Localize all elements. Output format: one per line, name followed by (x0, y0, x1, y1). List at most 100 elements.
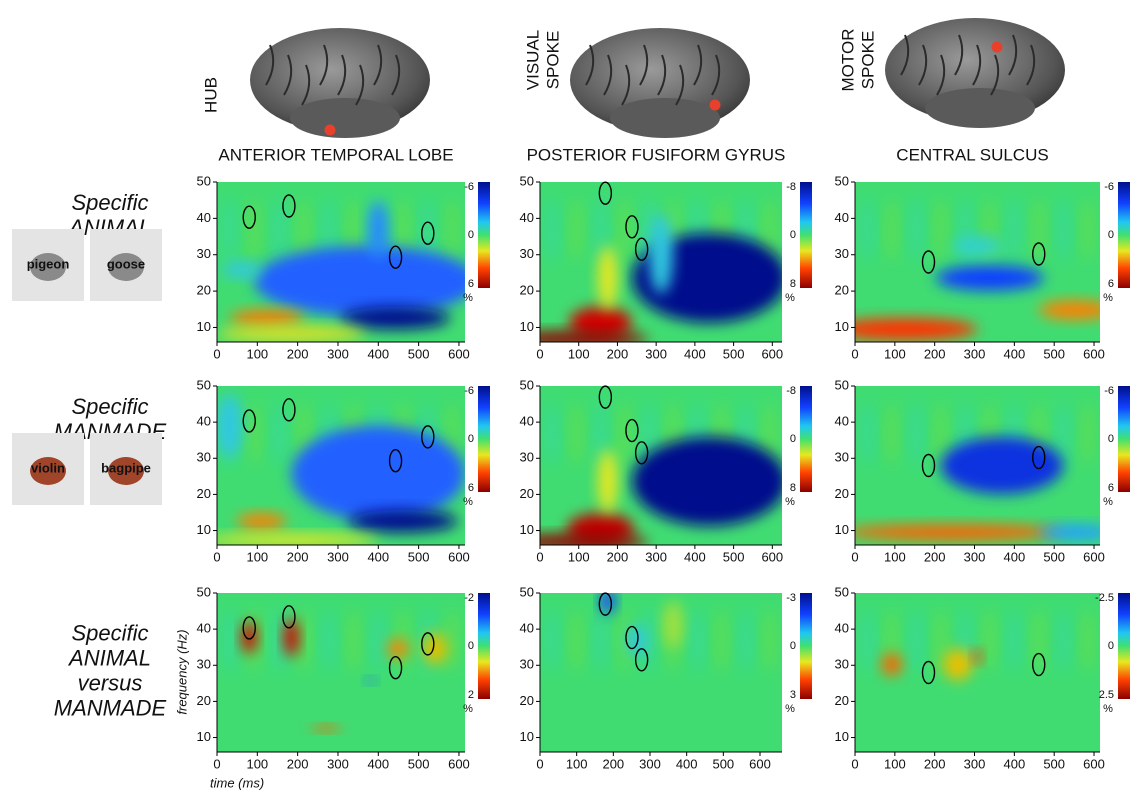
heatmap-streak (570, 608, 583, 673)
brain-temporal (290, 98, 400, 138)
x-tick-label: 500 (408, 756, 430, 771)
cluster-contour (282, 605, 296, 629)
region-marker (991, 41, 1003, 53)
heatmap-streak (861, 608, 874, 673)
cluster-contour (421, 425, 435, 449)
x-tick-label: 0 (213, 346, 220, 361)
colorbar-tick-label: 6 (468, 482, 474, 494)
cluster-contour (598, 385, 613, 409)
stimulus-label: goose (107, 256, 145, 271)
region-label: POSTERIOR FUSIFORM GYRUS (527, 145, 786, 164)
heatmap-blob (368, 201, 389, 259)
heatmap-streak (347, 608, 360, 673)
y-tick-label: 10 (835, 319, 849, 334)
y-tick-label: 20 (197, 693, 211, 708)
y-tick-label: 40 (520, 210, 534, 225)
x-tick-label: 300 (327, 346, 349, 361)
row-label: Specific (71, 620, 148, 645)
x-tick-label: 400 (684, 346, 706, 361)
y-tick-label: 20 (197, 486, 211, 501)
heatmap (217, 182, 465, 342)
x-tick-label: 500 (1043, 346, 1065, 361)
heatmap-streak (1032, 608, 1045, 673)
heatmap-streak (248, 198, 261, 262)
heatmap-blob (1038, 300, 1100, 320)
y-tick-label: 30 (197, 450, 211, 465)
brain-sulcus (265, 44, 275, 86)
x-tick-label: 0 (851, 549, 858, 564)
colorbar-tick-label: 2 (468, 689, 474, 701)
colorbar-tick-label: 0 (468, 640, 474, 652)
y-tick-label: 50 (835, 173, 849, 188)
brain-sulcus (283, 54, 293, 96)
heatmap-blob (241, 621, 257, 654)
colorbar (800, 593, 812, 699)
cluster-contour (242, 616, 256, 640)
colorbar-tick-label: 8 (790, 278, 796, 290)
colorbar-tick-label: 6 (468, 278, 474, 290)
x-tick-label: 500 (1043, 549, 1065, 564)
brain-sulcus (1026, 44, 1036, 86)
brain-sulcus (657, 54, 667, 96)
x-tick-label: 300 (327, 549, 349, 564)
heatmap-streak (910, 401, 923, 466)
cluster-contour (1032, 242, 1046, 266)
x-tick-label: 500 (723, 549, 745, 564)
heatmap-streak (1008, 608, 1021, 673)
heatmap-blob (953, 236, 1002, 256)
y-tick-label: 50 (197, 584, 211, 599)
x-tick-label: 300 (645, 549, 667, 564)
colorbar-tick-label: 0 (790, 640, 796, 652)
brain-sulcus (319, 44, 329, 86)
heatmap-blob (388, 639, 408, 659)
cluster-contour (634, 648, 649, 672)
y-tick-label: 50 (835, 377, 849, 392)
heatmap-blob (422, 632, 448, 665)
heatmap-streak (594, 608, 607, 673)
colorbar-tick-label: -6 (464, 181, 474, 193)
x-tick-label: 500 (1043, 756, 1065, 771)
heatmap-blob (855, 318, 978, 341)
colorbar-tick-label: -3 (786, 592, 796, 604)
colorbar-tick-label: 6 (1108, 482, 1114, 494)
heatmap-streak (1032, 198, 1045, 262)
x-tick-label: 100 (884, 346, 906, 361)
y-tick-label: 20 (520, 486, 534, 501)
heatmap-streak (273, 198, 285, 262)
y-tick-label: 10 (520, 319, 534, 334)
heatmap-streak (763, 198, 776, 262)
heatmap (540, 182, 782, 342)
row-label: versus (78, 670, 143, 695)
colorbar-tick-label: 3 (790, 689, 796, 701)
x-tick-label: 300 (327, 756, 349, 771)
y-tick-label: 10 (835, 729, 849, 744)
colorbar-tick-label: 0 (1108, 640, 1114, 652)
heatmap-streak (372, 608, 385, 673)
x-tick-label: 100 (246, 756, 268, 771)
heatmap-streak (983, 608, 996, 673)
heatmap-blob (935, 265, 1044, 291)
heatmap (217, 593, 465, 752)
heatmap-streak (618, 198, 631, 262)
cluster-contour (421, 221, 435, 245)
heatmap-blob (663, 600, 683, 649)
heatmap-streak (763, 608, 776, 673)
heatmap-blob (283, 618, 299, 657)
column-label: MOTOR (838, 29, 857, 92)
heatmap-streak (1081, 608, 1094, 673)
brain-sulcus (603, 54, 613, 96)
x-tick-label: 200 (607, 346, 629, 361)
heatmap (540, 386, 782, 545)
x-tick-label: 100 (884, 549, 906, 564)
y-tick-label: 20 (835, 693, 849, 708)
cluster-contour (921, 660, 936, 685)
y-tick-label: 30 (197, 246, 211, 261)
heatmap-streak (691, 608, 704, 673)
brain-sulcus (301, 64, 311, 106)
brain-sulcus (954, 34, 964, 76)
heatmap-streak (273, 608, 285, 673)
x-tick-label: 100 (246, 346, 268, 361)
cluster-contour (598, 592, 613, 616)
heatmap-blob (972, 650, 983, 663)
